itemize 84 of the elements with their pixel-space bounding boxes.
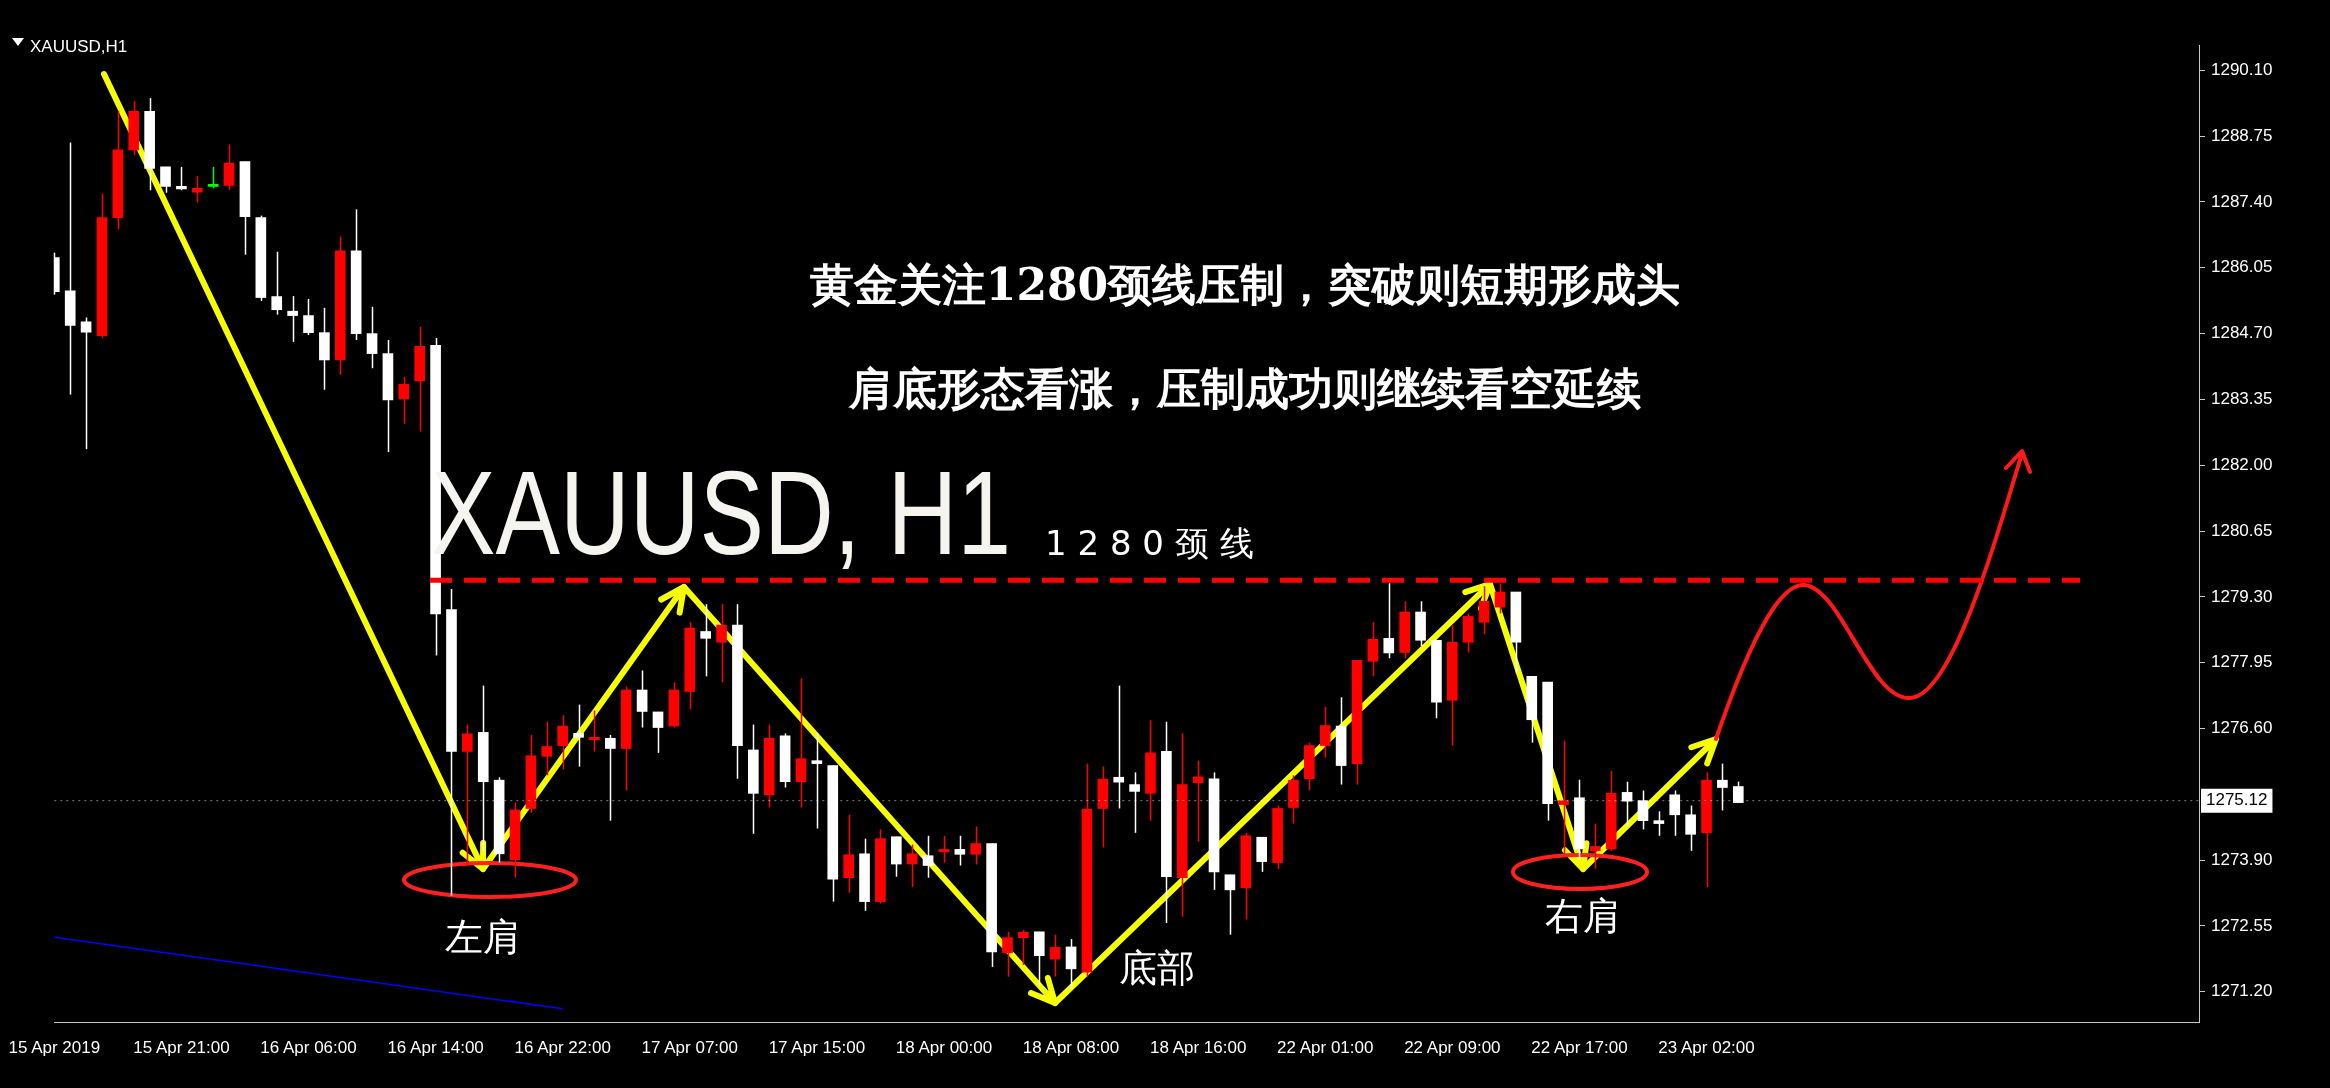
- y-tick-label: 1286.05: [2211, 257, 2273, 277]
- x-tick-label: 18 Apr 00:00: [895, 1037, 993, 1057]
- candlestick: [1367, 621, 1379, 678]
- y-tick-label: 1280.65: [2211, 520, 2273, 540]
- candlestick: [1192, 759, 1204, 843]
- candlestick: [795, 677, 807, 809]
- candlestick: [938, 835, 950, 864]
- y-tick-label: 1284.70: [2211, 323, 2273, 343]
- annotation: 底部: [1119, 945, 1196, 990]
- candlestick: [970, 825, 982, 866]
- candlestick: [954, 835, 966, 867]
- candlestick: [906, 843, 918, 888]
- annotation: 左肩: [445, 915, 521, 959]
- y-tick-label: 1277.95: [2211, 652, 2273, 672]
- candlestick: [1637, 789, 1649, 831]
- chart-title: XAUUSD,H1: [30, 37, 128, 56]
- y-tick-label: 1283.35: [2211, 389, 2273, 409]
- candlestick: [922, 835, 934, 879]
- candlestick: [462, 723, 473, 867]
- candlestick: [398, 376, 410, 425]
- candlestick: [1018, 929, 1029, 966]
- y-tick-label: 1272.55: [2211, 915, 2273, 935]
- y-tick-label: 1288.75: [2211, 125, 2273, 145]
- candlestick: [176, 166, 187, 192]
- y-tick-label: 1282.00: [2211, 454, 2273, 474]
- candlestick: [573, 703, 584, 768]
- candlestick: [652, 711, 664, 754]
- candlestick: [1065, 938, 1077, 990]
- candlestick: [843, 814, 854, 894]
- candlestick: [366, 306, 378, 369]
- candlestick: [1732, 780, 1744, 804]
- candlestick: [1717, 762, 1728, 812]
- candlestick: [811, 732, 823, 830]
- annotation: 肩底形态看涨，压制成功则继续看空延续: [848, 363, 1641, 414]
- ref-line-label: 1 2 8 0 颈 线: [1045, 523, 1254, 563]
- x-tick-label: 22 Apr 09:00: [1404, 1037, 1501, 1057]
- candlestick: [303, 298, 314, 336]
- candlestick: [557, 714, 569, 771]
- annotation: 黄金关注1280颈线压制，突破则短期形成头: [809, 259, 1681, 310]
- x-tick-label: 16 Apr 14:00: [387, 1037, 484, 1057]
- y-tick-label: 1276.60: [2211, 718, 2273, 738]
- candlestick: [1383, 582, 1395, 660]
- candlestick: [271, 250, 283, 316]
- candlestick: [1129, 771, 1140, 834]
- candlestick: [541, 720, 553, 777]
- y-tick-label: 1271.20: [2211, 981, 2273, 1001]
- candlestick: [605, 734, 616, 822]
- annotation: 右肩: [1545, 893, 1622, 938]
- candlestick: [1685, 804, 1696, 852]
- y-tick-label: 1290.10: [2211, 60, 2273, 80]
- candlestick: [700, 603, 711, 678]
- x-tick-label: 15 Apr 21:00: [133, 1037, 230, 1057]
- candlestick: [1224, 874, 1236, 936]
- candlestick: [1002, 931, 1013, 978]
- ref-line-label: 1275.12: [2206, 790, 2268, 810]
- x-tick-label: 16 Apr 22:00: [514, 1037, 611, 1057]
- candlestick: [223, 143, 235, 191]
- candlestick: [1319, 705, 1331, 759]
- x-tick-label: 23 Apr 02:00: [1658, 1037, 1755, 1057]
- candlestick: [636, 669, 648, 729]
- y-tick-label: 1287.40: [2211, 191, 2273, 211]
- candlestick: [287, 295, 298, 343]
- candlestick: [716, 603, 727, 683]
- candlestick: [1558, 739, 1569, 855]
- candlestick: [1478, 585, 1490, 636]
- x-tick-label: 15 Apr 2019: [8, 1037, 101, 1057]
- candlestick: [1589, 822, 1601, 870]
- x-tick-label: 17 Apr 15:00: [768, 1037, 866, 1057]
- x-tick-label: 22 Apr 17:00: [1531, 1037, 1628, 1057]
- y-tick-label: 1279.30: [2211, 586, 2273, 606]
- candlestick: [1669, 789, 1681, 837]
- x-tick-label: 18 Apr 16:00: [1149, 1037, 1247, 1057]
- x-tick-label: 16 Apr 06:00: [260, 1037, 357, 1057]
- candlestick: [1049, 933, 1061, 978]
- candlestick: [589, 709, 600, 753]
- candlestick: [1653, 810, 1665, 837]
- candlestick: [207, 166, 219, 190]
- x-tick-label: 22 Apr 01:00: [1277, 1037, 1374, 1057]
- candlestick: [1113, 684, 1125, 810]
- x-tick-label: 18 Apr 08:00: [1022, 1037, 1120, 1057]
- y-tick-label: 1273.90: [2211, 849, 2273, 869]
- candlestick: [191, 175, 203, 204]
- x-tick-label: 17 Apr 07:00: [641, 1037, 738, 1057]
- candlestick: [160, 166, 171, 194]
